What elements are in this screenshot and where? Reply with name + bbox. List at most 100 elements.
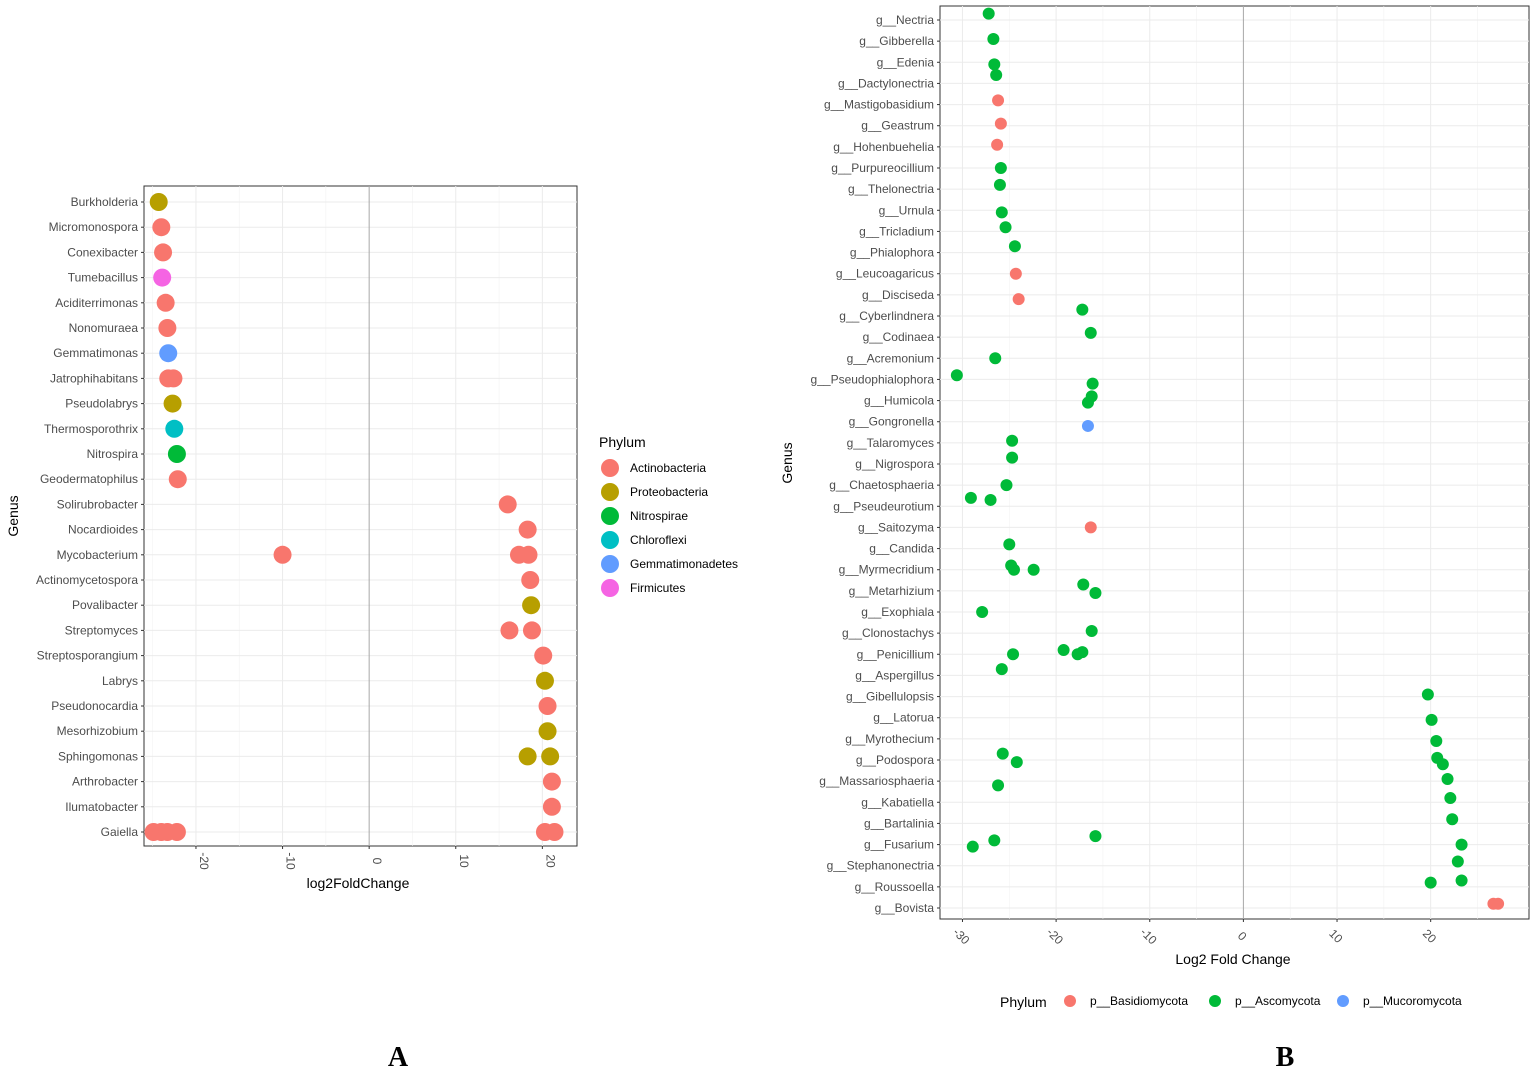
x-tick-label: 0 (1235, 929, 1250, 944)
y-tick-label: g__Myrmecridium (839, 563, 934, 577)
y-tick-label: g__Tricladium (859, 224, 934, 238)
x-tick-label: 10 (457, 854, 471, 868)
y-tick-label: Tumebacillus (68, 271, 138, 285)
legend-label: Gemmatimonadetes (630, 557, 738, 571)
y-tick-label: g__Kabatiella (861, 795, 934, 809)
y-tick-label: g__Leucoagaricus (836, 267, 934, 281)
y-tick-label: Nitrospira (87, 447, 139, 461)
x-tick-label: -10 (1138, 925, 1160, 947)
data-point (1076, 646, 1089, 659)
data-point (984, 493, 997, 506)
data-point (1430, 734, 1443, 747)
data-point (990, 68, 1003, 81)
y-tick-label: Pseudonocardia (51, 699, 138, 713)
y-tick-label: g__Disciseda (862, 288, 934, 302)
data-point (538, 722, 557, 741)
panel-b-x-ticks: -30 -20 -10 0 10 20 (950, 919, 1439, 947)
data-point (1086, 377, 1099, 390)
data-point (1009, 267, 1022, 280)
y-tick-label: g__Exophiala (861, 605, 934, 619)
y-tick-label: Solirubrobacter (57, 497, 138, 511)
data-point (988, 834, 1001, 847)
y-tick-label: Povalibacter (72, 598, 138, 612)
panel-a-x-axis-title: log2FoldChange (307, 875, 410, 891)
y-tick-label: g__Codinaea (863, 330, 935, 344)
y-tick-label: g__Aspergillus (855, 668, 934, 682)
y-tick-label: g__Humicola (864, 394, 934, 408)
data-point (1012, 293, 1025, 306)
data-point (1425, 713, 1438, 726)
data-point (1446, 813, 1459, 826)
data-point (1081, 419, 1094, 432)
x-tick-label: 20 (543, 854, 557, 868)
panel-b-y-axis-title: Genus (779, 442, 795, 483)
data-point (1451, 855, 1464, 868)
data-point (152, 218, 171, 237)
y-tick-label: g__Gongronella (849, 415, 935, 429)
data-point (1006, 451, 1019, 464)
y-tick-label: Actinomycetospora (36, 573, 138, 587)
data-point (519, 545, 538, 564)
y-tick-label: Pseudolabrys (65, 397, 138, 411)
panel-a-plot-area (143, 185, 578, 847)
legend-key (601, 507, 619, 525)
data-point (500, 621, 519, 640)
panel-a-grid (144, 186, 577, 846)
y-tick-label: g__Thelonectria (848, 182, 934, 196)
y-tick-label: g__Mastigobasidium (824, 98, 934, 112)
legend-label: Chloroflexi (630, 533, 687, 547)
y-tick-label: Thermosporothrix (44, 422, 138, 436)
y-tick-label: Mesorhizobium (57, 724, 138, 738)
data-point (521, 571, 540, 589)
y-tick-label: g__Myrothecium (845, 732, 934, 746)
y-tick-label: g__Urnula (879, 203, 935, 217)
panel-b-points (950, 7, 1505, 910)
y-tick-label: g__Nectria (876, 13, 934, 27)
data-point (992, 779, 1005, 792)
y-tick-label: g__Chaetosphaeria (829, 478, 934, 492)
data-point (1441, 773, 1454, 786)
data-point (999, 221, 1012, 234)
data-point (1089, 586, 1102, 599)
y-tick-label: g__Geastrum (861, 119, 934, 133)
y-tick-label: g__Nigrospora (855, 457, 934, 471)
panel-a-legend: Phylum Actinobacteria Proteobacteria Nitro… (599, 434, 738, 597)
x-tick-label: -20 (1044, 925, 1066, 947)
panel-b-chart: g__Nectria g__Gibberella g__Edenia g__Dacty… (779, 5, 1530, 1010)
data-point (153, 268, 172, 287)
y-tick-label: g__Roussoella (855, 880, 935, 894)
data-point (994, 162, 1007, 174)
y-tick-label: g__Acremonium (847, 351, 934, 365)
data-point (167, 823, 186, 841)
y-tick-label: g__Gibberella (859, 34, 934, 48)
data-point (992, 94, 1005, 107)
legend-key (1209, 995, 1221, 1007)
x-tick-label: 10 (1326, 926, 1346, 946)
y-tick-label: Arthrobacter (72, 775, 138, 789)
data-point (1076, 303, 1089, 316)
data-point (1084, 326, 1097, 339)
data-point (964, 491, 977, 504)
data-point (1077, 578, 1090, 591)
data-point (1027, 563, 1040, 576)
y-tick-label: g__Stephanonectria (827, 859, 935, 873)
legend-label: Actinobacteria (630, 461, 706, 475)
data-point (541, 747, 560, 766)
y-tick-label: g__Podospora (856, 753, 934, 767)
data-point (991, 138, 1004, 151)
legend-label: Proteobacteria (630, 485, 708, 499)
data-point (1421, 688, 1434, 701)
data-point (168, 470, 187, 489)
y-tick-label: g__Dactylonectria (838, 76, 934, 90)
data-point (535, 671, 554, 690)
data-point (1081, 396, 1094, 409)
y-tick-label: g__Candida (869, 542, 934, 556)
data-point (1084, 521, 1097, 534)
data-point (158, 319, 177, 337)
y-tick-label: Gaiella (101, 825, 139, 839)
panel-b-legend: Phylum p__Basidiomycota p__Ascomycota p__M… (1000, 994, 1462, 1010)
y-tick-label: Micromonospora (49, 220, 139, 234)
panel-a-label: A (388, 1042, 409, 1073)
y-tick-label: Labrys (102, 674, 138, 688)
y-tick-label: Conexibacter (67, 245, 138, 259)
